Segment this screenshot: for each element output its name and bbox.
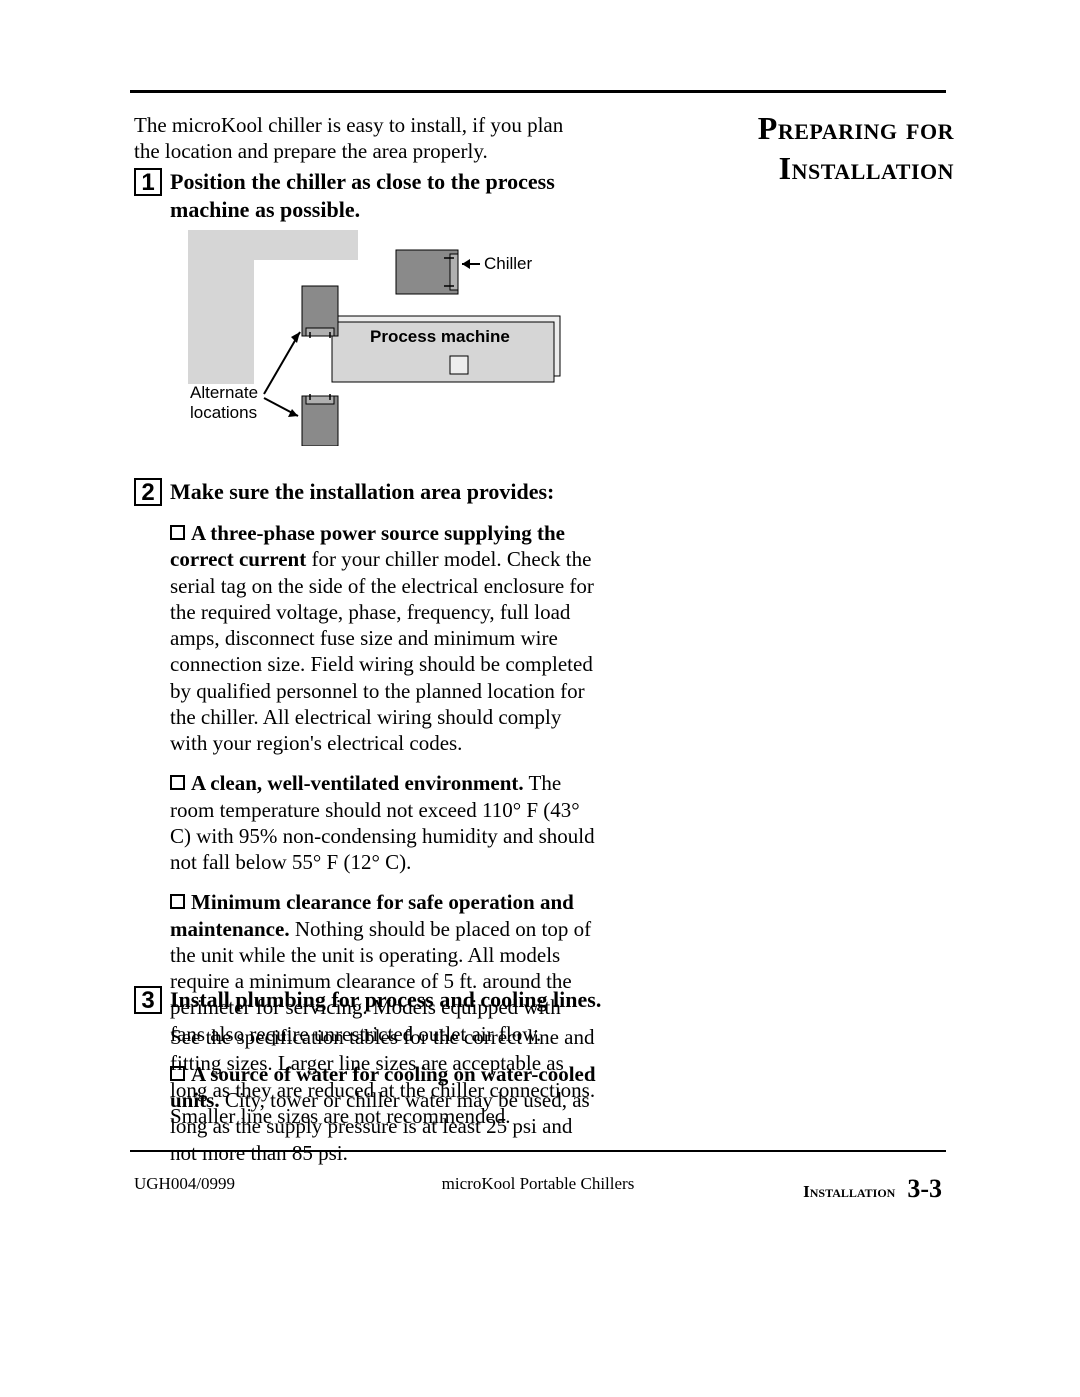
checkbox-icon [170, 525, 185, 540]
step-3: 3 Install plumbing for process and coolin… [134, 986, 604, 1129]
section-title-line2: Installation [614, 148, 954, 188]
intro-text: The microKool chiller is easy to install… [134, 112, 589, 165]
rule-top [130, 90, 946, 93]
step-1-heading: 1 Position the chiller as close to the pr… [134, 168, 589, 223]
step-2-heading: 2 Make sure the installation area provide… [134, 478, 604, 506]
chiller-primary [396, 250, 458, 294]
footer-section-label: Installation [803, 1182, 895, 1201]
rule-bottom [130, 1150, 946, 1152]
step-2-number: 2 [134, 478, 162, 506]
footer-right: Installation 3-3 [803, 1174, 942, 1204]
page: The microKool chiller is easy to install… [0, 0, 1080, 1397]
step-3-body: See the specification tables for the cor… [170, 1024, 600, 1129]
label-process-machine: Process machine [370, 327, 510, 346]
check-item-1: A three-phase power source supplying the… [170, 520, 600, 756]
process-machine-notch [450, 356, 468, 374]
chiller-primary-handle [450, 254, 458, 290]
step-3-heading-text: Install plumbing for process and cooling… [170, 987, 601, 1012]
step-1-number: 1 [134, 168, 162, 196]
step-3-number: 3 [134, 986, 162, 1014]
checkbox-icon [170, 775, 185, 790]
label-chiller: Chiller [484, 254, 533, 273]
arrow-alt-1 [264, 332, 300, 394]
label-alt-1: Alternate [190, 383, 258, 402]
check-2-lead: A clean, well-ventilated environment. [191, 771, 524, 795]
placement-diagram: Chiller Process machine Alternate locati… [166, 224, 586, 446]
section-title: Preparing for Installation [614, 108, 954, 188]
step-2-heading-text: Make sure the installation area provides… [170, 479, 554, 504]
step-1-heading-text: Position the chiller as close to the pro… [170, 168, 575, 223]
step-3-heading: 3 Install plumbing for process and coolin… [134, 986, 604, 1014]
checkbox-icon [170, 894, 185, 909]
check-1-body: for your chiller model. Check the serial… [170, 547, 594, 755]
label-alt-2: locations [190, 403, 257, 422]
footer-page-number: 3-3 [907, 1174, 942, 1203]
step-1: 1 Position the chiller as close to the pr… [134, 168, 589, 223]
section-title-line1: Preparing for [758, 110, 954, 146]
check-item-2: A clean, well-ventilated environment. Th… [170, 770, 600, 875]
